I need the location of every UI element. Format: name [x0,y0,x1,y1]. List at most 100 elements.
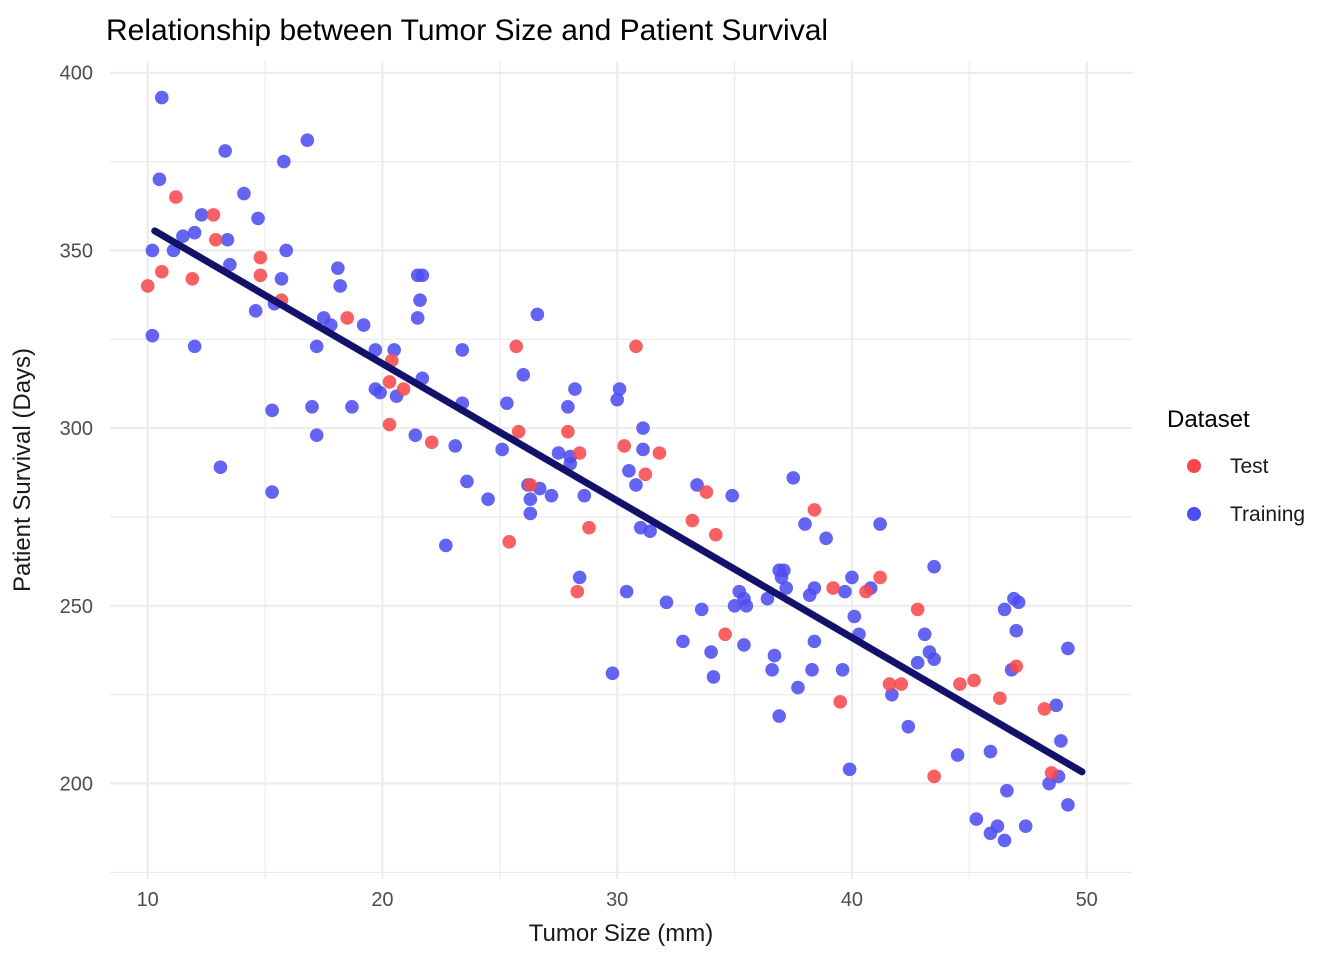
training-points [145,90,1075,848]
data-point [910,655,925,670]
data-point [572,446,587,460]
data-point [368,343,383,357]
data-point [983,826,998,841]
data-point [511,424,526,439]
data-point [140,279,155,293]
y-tick-label: 300 [60,418,93,440]
data-point [643,524,657,538]
chart-title: Relationship between Tumor Size and Pati… [106,14,828,47]
data-point [415,268,430,283]
data-point [206,208,221,222]
data-point [694,602,709,617]
data-point [387,343,401,357]
y-tick-label: 250 [60,596,93,618]
data-point [894,677,909,691]
data-point [448,439,463,453]
data-point [765,663,779,677]
data-point [194,208,209,222]
data-point [577,488,592,503]
data-point [169,190,183,204]
data-point [1044,766,1059,780]
data-point [413,293,427,307]
data-point [676,634,690,649]
data-point [277,154,291,169]
data-point [699,485,714,499]
data-point [873,517,887,531]
data-point [187,339,202,354]
data-point [791,680,805,695]
data-point [826,581,840,595]
data-point [523,478,538,492]
data-point [772,709,786,723]
data-point [859,584,873,599]
data-point [145,243,160,258]
data-point [563,456,578,471]
x-axis-title: Tumor Size (mm) [529,920,713,947]
data-point [739,599,754,613]
data-point [568,382,582,396]
data-point [807,634,822,649]
data-point [927,559,941,574]
data-point [305,399,319,414]
data-point [619,584,634,599]
data-point [523,506,538,521]
data-point [690,478,704,492]
data-point [622,463,636,478]
data-point [1061,798,1075,812]
data-point [927,652,941,666]
y-tick-label: 350 [60,240,93,262]
minor-gridlines [110,61,1132,879]
data-point [718,627,732,642]
data-point [410,311,425,325]
data-point [1037,702,1052,716]
data-point [516,368,531,382]
data-point [481,492,495,507]
y-tick-label: 200 [60,774,93,796]
data-point [708,527,723,542]
x-tick-label: 50 [1076,889,1098,911]
data-point [910,602,925,617]
legend-title: Dataset [1167,406,1250,433]
data-point [509,339,524,354]
y-tick-labels: 200 250 300 350 400 [60,63,93,796]
data-point [340,311,355,325]
data-point [570,584,585,599]
legend-dot-test-icon [1187,459,1201,473]
data-point [356,318,371,332]
data-point [833,694,848,709]
data-point [176,229,190,243]
legend: Dataset Test Training [1167,406,1305,526]
y-axis-title: Patient Survival (Days) [9,348,36,592]
data-point [1009,659,1024,674]
major-gridlines [110,61,1132,879]
x-tick-label: 20 [371,889,393,911]
data-point [885,687,899,702]
data-point [218,144,232,158]
data-point [779,581,794,595]
data-point [967,673,981,688]
data-point [704,645,718,659]
regression-line [151,227,1086,776]
data-point [424,435,439,450]
data-point [152,172,167,187]
data-point [544,488,559,503]
data-point [551,446,566,460]
data-point [382,375,397,389]
data-point [253,268,268,283]
data-point [798,517,812,531]
data-point [819,531,833,546]
data-point [777,563,791,578]
y-tick-label: 400 [60,63,93,85]
data-point [659,595,674,610]
data-point [373,385,387,400]
data-point [969,812,984,826]
data-point [882,677,897,691]
data-point [617,439,632,453]
data-point [265,485,279,499]
data-point [727,599,742,613]
data-point [561,399,575,414]
data-point [652,446,667,460]
data-point [629,339,643,354]
